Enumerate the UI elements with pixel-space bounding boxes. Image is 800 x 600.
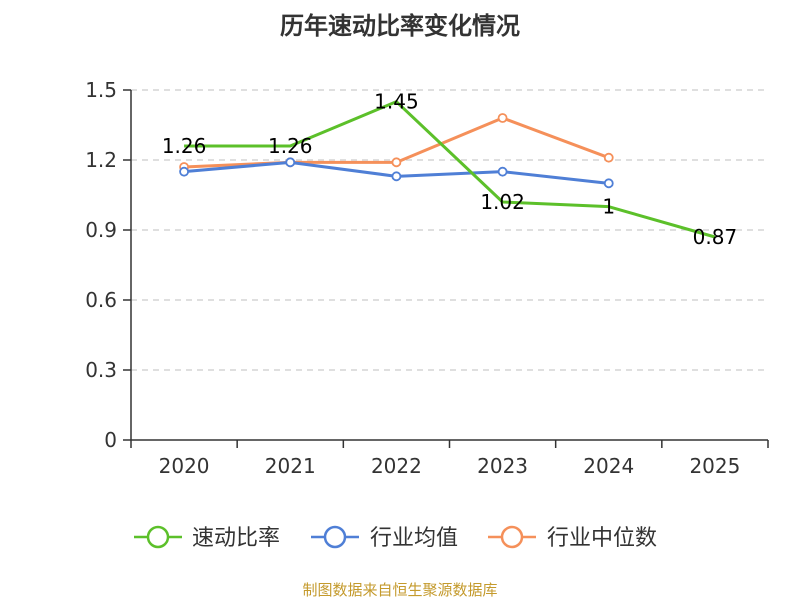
- y-tick-label: 0.3: [85, 358, 117, 382]
- data-point: [391, 157, 402, 168]
- data-source-note: 制图数据来自恒生聚源数据库: [302, 581, 497, 599]
- legend-label: 速动比率: [192, 526, 280, 551]
- y-axis-ticks: 0 0.3 0.6 0.9 1.2 1.5: [85, 78, 117, 452]
- series-line: [184, 100, 716, 239]
- x-tick-label: 2020: [159, 454, 210, 478]
- legend-item: 行业中位数: [488, 525, 657, 551]
- data-label: 1.26: [268, 134, 313, 158]
- legend-item: 速动比率: [134, 525, 280, 551]
- y-tick-label: 0.6: [85, 288, 117, 312]
- x-tick-label: 2024: [583, 454, 634, 478]
- legend-label: 行业中位数: [547, 526, 657, 551]
- legend: 速动比率 行业均值 行业中位数: [134, 525, 657, 551]
- data-point: [603, 152, 614, 163]
- series-1: [184, 100, 716, 239]
- data-point: [497, 113, 508, 123]
- data-label: 0.87: [693, 225, 738, 249]
- data-labels: 1.26 1.26 1.45 1.02 1 0.87: [162, 90, 737, 249]
- x-tick-label: 2023: [477, 454, 528, 478]
- data-point: [285, 157, 296, 168]
- data-point: [603, 178, 614, 189]
- legend-item: 行业均值: [311, 525, 458, 551]
- y-tick-label: 0.9: [85, 218, 117, 242]
- axes: [123, 89, 769, 448]
- data-point: [391, 171, 402, 182]
- y-tick-label: 1.2: [85, 148, 117, 172]
- data-label: 1.02: [480, 190, 525, 214]
- legend-marker: [323, 525, 347, 549]
- chart-title: 历年速动比率变化情况: [280, 12, 520, 40]
- x-tick-label: 2022: [371, 454, 422, 478]
- data-point: [497, 166, 508, 177]
- data-point: [179, 166, 189, 177]
- grid-lines: [131, 89, 768, 371]
- data-label: 1.45: [374, 90, 419, 114]
- legend-marker: [500, 525, 524, 549]
- data-label: 1: [602, 195, 615, 219]
- x-tick-label: 2025: [689, 454, 740, 478]
- series-2: [179, 157, 614, 189]
- legend-label: 行业均值: [370, 526, 458, 551]
- y-tick-label: 1.5: [85, 78, 117, 102]
- y-tick-label: 0: [104, 428, 117, 452]
- x-axis-ticks: 2020 2021 2022 2023 2024 2025: [159, 454, 741, 478]
- series-3: [179, 113, 614, 172]
- series-lines: [179, 100, 716, 239]
- x-tick-label: 2021: [265, 454, 316, 478]
- legend-marker: [146, 525, 170, 549]
- data-label: 1.26: [162, 134, 207, 158]
